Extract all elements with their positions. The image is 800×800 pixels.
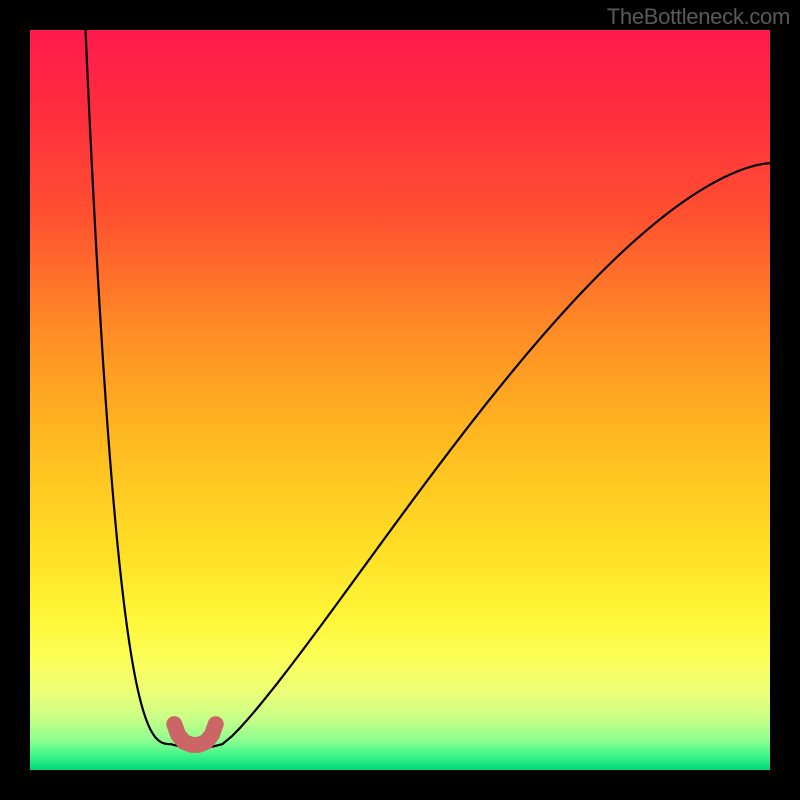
plot-background <box>30 30 770 770</box>
bottleneck-chart <box>0 0 800 800</box>
watermark-text: TheBottleneck.com <box>607 4 790 30</box>
